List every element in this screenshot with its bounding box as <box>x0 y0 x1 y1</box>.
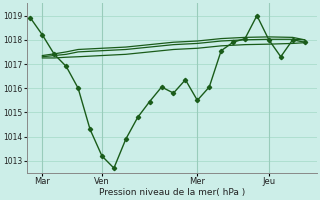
X-axis label: Pression niveau de la mer( hPa ): Pression niveau de la mer( hPa ) <box>99 188 245 197</box>
